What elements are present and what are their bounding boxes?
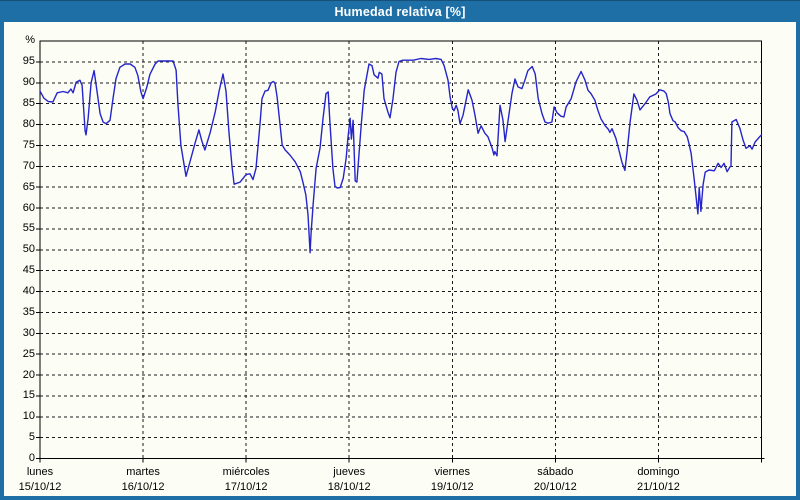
chart-content: 0 5 10 15 20 25 30 35 40 45 50 55 60 65 70 75 80 85 90 95% l… [4, 22, 796, 496]
chart-title: Humedad relativa [%] [334, 4, 466, 19]
title-bar: Humedad relativa [%] [0, 0, 800, 22]
chart-svg [36, 40, 765, 463]
humidity-line [39, 57, 763, 254]
